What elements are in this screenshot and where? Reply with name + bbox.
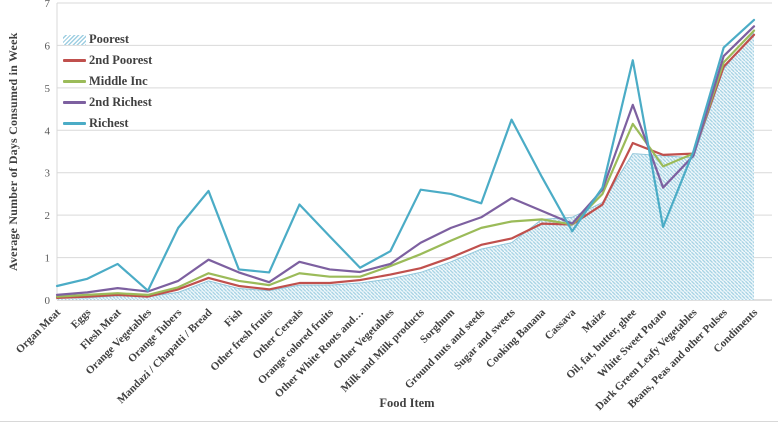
legend-item-2nd-richest: 2nd Richest [63,92,152,113]
legend-label: 2nd Poorest [89,53,153,67]
x-tick-label: Maize [580,307,609,336]
y-tick-label: 1 [45,253,51,265]
y-tick-label: 0 [45,295,51,307]
series-poorest-area [57,32,754,300]
y-tick-label: 4 [45,125,51,137]
legend-item-poorest: Poorest [63,29,152,50]
series-poorest-edge [57,32,755,299]
x-tick-label: Organ Meat [14,306,64,356]
x-axis-title: Food Item [379,396,435,410]
y-tick-label: 6 [45,40,51,52]
legend-label: 2nd Richest [89,95,152,109]
x-tick-label: Fish [222,307,245,330]
legend-item-2nd-poorest: 2nd Poorest [63,50,152,71]
series-richest-line [55,18,756,292]
y-tick-label: 3 [45,168,51,180]
legend-label: Poorest [89,32,130,46]
poorest-swatch-icon [63,34,86,45]
series-2nd-poorest-line [55,33,756,299]
y-tick-label: 7 [45,0,51,10]
legend-item-middle-inc: Middle Inc [63,71,152,92]
y-tick-label: 5 [45,83,51,95]
x-tick-label: Cassava [543,306,579,342]
2nd-poorest-swatch-icon [63,59,86,62]
series-2nd-richest-line [55,25,756,297]
legend-item-richest: Richest [63,113,152,134]
middle-inc-swatch-icon [63,80,86,83]
series-middle-inc-line [55,29,756,298]
y-axis-title: Average Number of Days Consumed in Week [6,32,20,271]
legend: Poorest 2nd Poorest Middle Inc 2nd Richest R… [63,29,152,134]
x-tick-label: Eggs [69,306,94,331]
y-tick-label: 2 [45,210,51,222]
2nd-richest-swatch-icon [63,101,86,104]
legend-label: Richest [89,116,129,130]
legend-label: Middle Inc [89,74,148,88]
richest-swatch-icon [63,122,86,125]
